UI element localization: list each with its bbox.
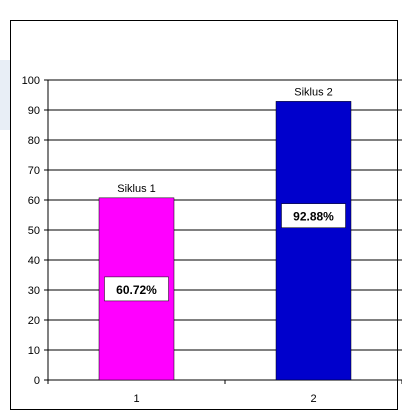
- chart-frame: [10, 20, 398, 410]
- y-tick-label-5: 50: [28, 225, 40, 237]
- y-tick-label-3: 30: [28, 285, 40, 297]
- bar-2: [275, 101, 352, 381]
- y-tick-label-7: 70: [28, 165, 40, 177]
- data-label-1: 60.72%: [116, 283, 157, 297]
- y-tick-label-1: 10: [28, 345, 40, 357]
- y-tick-label-8: 80: [28, 135, 40, 147]
- y-tick-label-0: 0: [34, 375, 40, 387]
- data-label-box-2: [281, 203, 346, 228]
- data-label-2: 92.88%: [293, 210, 334, 224]
- x-tick-label-2: 2: [310, 393, 316, 405]
- side-watermark: [0, 60, 10, 130]
- y-tick-label-6: 60: [28, 195, 40, 207]
- y-tick-label-2: 20: [28, 315, 40, 327]
- data-label-box-1: [104, 276, 169, 302]
- y-tick-label-4: 40: [28, 255, 40, 267]
- x-tick-label-1: 1: [133, 393, 139, 405]
- bar-top-label-1: Siklus 1: [117, 183, 156, 195]
- y-tick-label-9: 90: [28, 105, 40, 117]
- y-tick-label-10: 100: [22, 75, 40, 87]
- top-strip: [0, 0, 402, 20]
- bar-top-label-2: Siklus 2: [294, 86, 333, 98]
